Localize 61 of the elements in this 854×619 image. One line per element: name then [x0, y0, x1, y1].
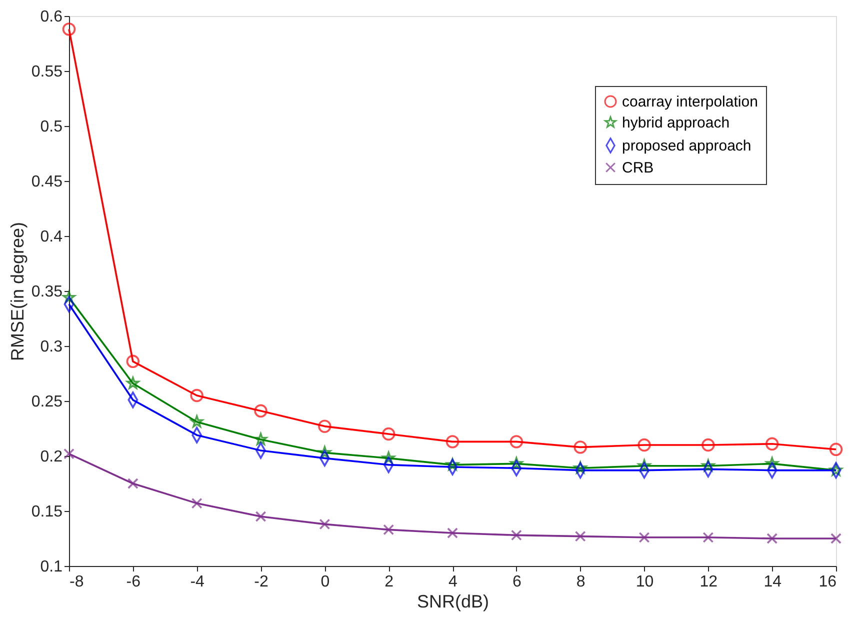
x-tick-label: 16: [818, 574, 837, 590]
point: [64, 448, 74, 460]
point: [574, 530, 586, 542]
x-tick-label: 0: [320, 574, 330, 590]
y-tick-label: 0.3: [40, 338, 63, 356]
point: [255, 511, 266, 522]
point: [638, 438, 651, 452]
point: [574, 440, 587, 454]
x-tick-label: 2: [384, 574, 394, 590]
point: [319, 518, 330, 530]
point: [383, 524, 394, 536]
y-tick-label: 0.55: [31, 64, 63, 80]
point: [766, 533, 778, 544]
point: [829, 442, 843, 456]
point: [127, 478, 138, 489]
y-tick-label: 0.6: [40, 8, 63, 26]
point: [447, 528, 458, 538]
point: [126, 376, 140, 389]
point: [510, 435, 524, 448]
x-tick-label: 8: [576, 574, 586, 590]
x-tick-label: 6: [512, 574, 522, 590]
legend-label: coarray interpolation: [622, 94, 758, 110]
point: [446, 435, 460, 448]
point: [318, 420, 332, 433]
legend-label: hybrid approach: [622, 114, 730, 132]
point: [254, 404, 268, 418]
x-tick-label: -4: [190, 574, 205, 590]
y-axis-title: RMSE(in degree): [7, 222, 28, 362]
point: [382, 427, 396, 441]
point: [446, 458, 459, 470]
point: [638, 459, 651, 472]
y-tick-label: 0.4: [40, 228, 63, 246]
point: [702, 532, 714, 543]
point: [254, 432, 268, 446]
y-tick-label: 0.25: [31, 394, 63, 410]
legend-label: proposed approach: [622, 138, 752, 154]
x-tick-label: 10: [636, 574, 654, 590]
legend-label: CRB: [622, 160, 654, 176]
point: [765, 437, 779, 450]
point: [510, 530, 522, 541]
x-tick-label: 14: [764, 574, 782, 590]
x-tick-label: -8: [70, 574, 84, 590]
y-tick-label: 0.15: [31, 504, 63, 520]
point: [702, 438, 715, 452]
x-axis-title: SNR(dB): [416, 592, 490, 612]
y-tick-label: 0.2: [40, 448, 63, 466]
x-tick-label: -6: [126, 574, 141, 590]
point: [62, 22, 76, 36]
point: [190, 388, 204, 402]
point: [191, 498, 202, 509]
point: [126, 354, 140, 368]
point: [830, 533, 842, 544]
y-tick-label: 0.35: [31, 284, 63, 300]
x-tick-label: 4: [448, 574, 458, 590]
x-tick-label: -2: [254, 574, 268, 590]
y-tick-label: 0.45: [31, 174, 63, 190]
y-tick-label: 0.5: [40, 118, 63, 136]
point: [830, 464, 842, 476]
x-tick-label: 12: [700, 574, 718, 590]
y-tick-label: 0.1: [40, 558, 63, 576]
point: [638, 532, 650, 543]
